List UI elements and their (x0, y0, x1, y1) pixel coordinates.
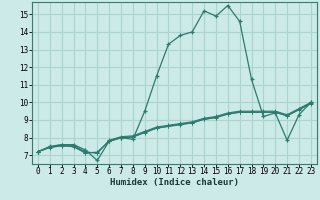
X-axis label: Humidex (Indice chaleur): Humidex (Indice chaleur) (110, 178, 239, 187)
